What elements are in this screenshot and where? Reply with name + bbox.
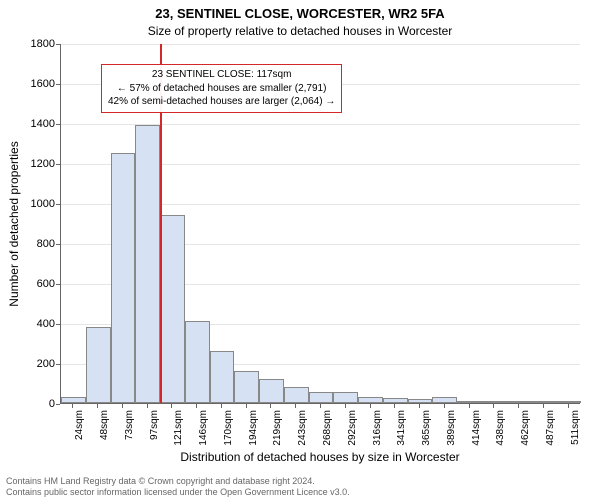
- xtick-label: 194sqm: [248, 410, 259, 450]
- xtick-label: 487sqm: [545, 410, 556, 450]
- xtick-mark: [518, 404, 519, 408]
- xtick-mark: [295, 404, 296, 408]
- histogram-bar: [259, 379, 284, 403]
- xtick-label: 414sqm: [471, 410, 482, 450]
- histogram-bar: [61, 397, 86, 403]
- histogram-bar: [482, 401, 507, 403]
- ytick-label: 600: [15, 278, 55, 290]
- gridline: [61, 44, 580, 45]
- chart-footer: Contains HM Land Registry data © Crown c…: [6, 476, 594, 498]
- xtick-label: 48sqm: [99, 410, 110, 450]
- xtick-mark: [493, 404, 494, 408]
- ytick-mark: [56, 404, 60, 405]
- xtick-mark: [543, 404, 544, 408]
- histogram-bar: [309, 392, 334, 403]
- xtick-label: 268sqm: [322, 410, 333, 450]
- xtick-mark: [568, 404, 569, 408]
- xtick-mark: [147, 404, 148, 408]
- xtick-label: 73sqm: [124, 410, 135, 450]
- ytick-mark: [56, 44, 60, 45]
- xtick-mark: [122, 404, 123, 408]
- histogram-bar: [234, 371, 259, 403]
- histogram-bar: [111, 153, 136, 403]
- annotation-box: 23 SENTINEL CLOSE: 117sqm← 57% of detach…: [101, 64, 342, 113]
- xtick-label: 146sqm: [198, 410, 209, 450]
- histogram-bar: [86, 327, 111, 403]
- ytick-label: 1600: [15, 78, 55, 90]
- xtick-label: 462sqm: [520, 410, 531, 450]
- xtick-label: 24sqm: [74, 410, 85, 450]
- ytick-label: 1200: [15, 158, 55, 170]
- ytick-label: 400: [15, 318, 55, 330]
- ytick-label: 1800: [15, 38, 55, 50]
- ytick-mark: [56, 124, 60, 125]
- xtick-label: 121sqm: [173, 410, 184, 450]
- xtick-mark: [469, 404, 470, 408]
- xtick-mark: [246, 404, 247, 408]
- annotation-line-1: 23 SENTINEL CLOSE: 117sqm: [108, 68, 335, 82]
- histogram-bar: [531, 401, 556, 403]
- footer-line-2: Contains public sector information licen…: [6, 487, 594, 498]
- x-axis-label: Distribution of detached houses by size …: [60, 450, 580, 464]
- ytick-label: 0: [15, 398, 55, 410]
- chart-subtitle: Size of property relative to detached ho…: [0, 24, 600, 38]
- ytick-label: 200: [15, 358, 55, 370]
- xtick-label: 243sqm: [297, 410, 308, 450]
- ytick-mark: [56, 84, 60, 85]
- ytick-label: 1000: [15, 198, 55, 210]
- chart-title-address: 23, SENTINEL CLOSE, WORCESTER, WR2 5FA: [0, 6, 600, 21]
- ytick-mark: [56, 364, 60, 365]
- histogram-bar: [333, 392, 358, 403]
- histogram-bar: [358, 397, 383, 403]
- xtick-label: 292sqm: [347, 410, 358, 450]
- y-axis-label: Number of detached properties: [6, 44, 22, 404]
- annotation-line-3: 42% of semi-detached houses are larger (…: [108, 95, 335, 109]
- xtick-mark: [345, 404, 346, 408]
- annotation-line-2: ← 57% of detached houses are smaller (2,…: [108, 82, 335, 96]
- xtick-mark: [394, 404, 395, 408]
- xtick-label: 341sqm: [396, 410, 407, 450]
- xtick-label: 389sqm: [446, 410, 457, 450]
- plot-area: 23 SENTINEL CLOSE: 117sqm← 57% of detach…: [60, 44, 580, 404]
- xtick-mark: [72, 404, 73, 408]
- ytick-label: 1400: [15, 118, 55, 130]
- histogram-bar: [383, 398, 408, 403]
- ytick-mark: [56, 244, 60, 245]
- xtick-mark: [97, 404, 98, 408]
- xtick-label: 365sqm: [421, 410, 432, 450]
- histogram-bar: [135, 125, 160, 403]
- histogram-bar: [457, 401, 482, 403]
- xtick-mark: [270, 404, 271, 408]
- xtick-label: 316sqm: [372, 410, 383, 450]
- xtick-label: 97sqm: [149, 410, 160, 450]
- histogram-bar: [507, 401, 532, 403]
- footer-line-1: Contains HM Land Registry data © Crown c…: [6, 476, 594, 487]
- xtick-mark: [171, 404, 172, 408]
- xtick-mark: [444, 404, 445, 408]
- xtick-mark: [419, 404, 420, 408]
- ytick-mark: [56, 324, 60, 325]
- ytick-mark: [56, 164, 60, 165]
- xtick-label: 170sqm: [223, 410, 234, 450]
- histogram-bar: [556, 401, 581, 403]
- xtick-mark: [196, 404, 197, 408]
- ytick-mark: [56, 284, 60, 285]
- histogram-bar: [408, 399, 433, 403]
- xtick-label: 511sqm: [570, 410, 581, 450]
- ytick-label: 800: [15, 238, 55, 250]
- xtick-mark: [221, 404, 222, 408]
- histogram-bar: [185, 321, 210, 403]
- histogram-bar: [432, 397, 457, 403]
- ytick-mark: [56, 204, 60, 205]
- histogram-bar: [160, 215, 185, 403]
- histogram-bar: [210, 351, 235, 403]
- histogram-bar: [284, 387, 309, 403]
- xtick-mark: [370, 404, 371, 408]
- xtick-label: 438sqm: [495, 410, 506, 450]
- xtick-mark: [320, 404, 321, 408]
- xtick-label: 219sqm: [272, 410, 283, 450]
